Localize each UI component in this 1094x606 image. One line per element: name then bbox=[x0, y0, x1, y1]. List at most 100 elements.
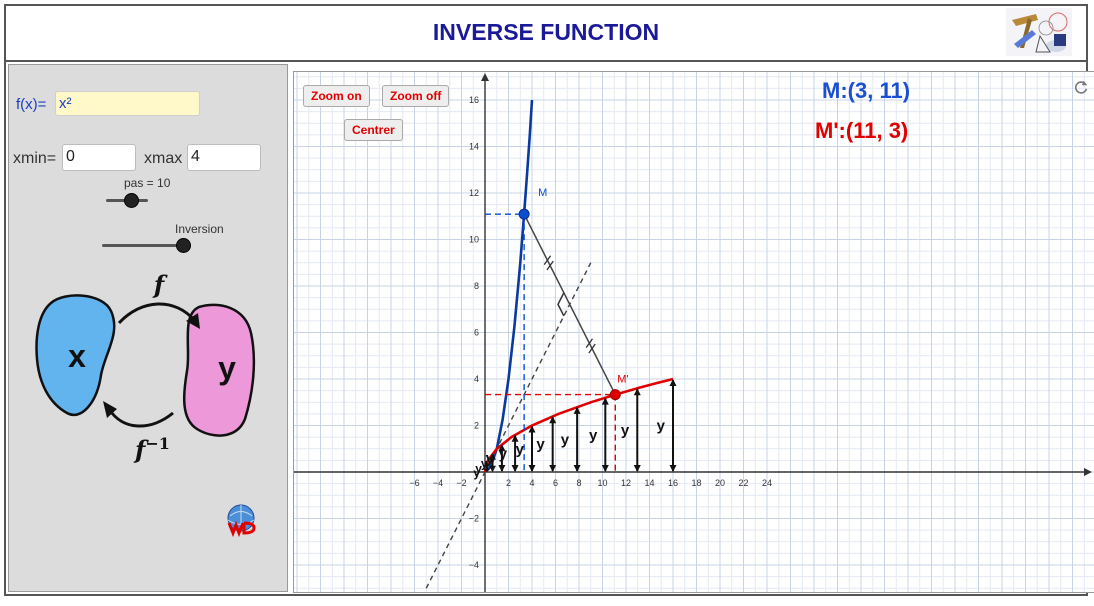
zoom-off-button[interactable]: Zoom off bbox=[382, 85, 450, 107]
y-arrow-label: y bbox=[589, 427, 598, 444]
y-tick-label: 10 bbox=[469, 235, 479, 245]
x-tick-label: 22 bbox=[738, 478, 748, 488]
inversion-slider-label: Inversion bbox=[175, 222, 224, 236]
domain-blob bbox=[35, 294, 116, 416]
equal-tick bbox=[588, 343, 596, 354]
y-arrow-label: y bbox=[621, 422, 630, 439]
plot-area[interactable]: −6 −4 −2 2 4 6 8 10 12 14 16 18 20 22 24−4−22468101214… bbox=[294, 72, 1094, 592]
x-tick-label: 4 bbox=[529, 478, 534, 488]
y-arrow-head-top bbox=[483, 462, 491, 466]
y-arrow-head-top bbox=[669, 379, 677, 386]
y-tick-label: −4 bbox=[469, 560, 479, 570]
y-arrow-head-bottom bbox=[549, 465, 557, 472]
coord-Mprime-text: M':(11, 3) bbox=[815, 118, 909, 143]
x-tick-label: 16 bbox=[668, 478, 678, 488]
zoom-on-button[interactable]: Zoom on bbox=[303, 85, 370, 107]
domain-label: x bbox=[68, 338, 86, 374]
x-tick-label: 10 bbox=[597, 478, 607, 488]
y-arrow-label: y bbox=[486, 450, 495, 467]
x-tick-label: 14 bbox=[644, 478, 654, 488]
page-title: INVERSE FUNCTION bbox=[432, 19, 660, 45]
y-arrow-head-top bbox=[549, 416, 557, 424]
y-arrow-head-bottom bbox=[573, 465, 581, 472]
y-arrow-label: y bbox=[473, 466, 480, 480]
x-tick-label: −4 bbox=[433, 478, 443, 488]
xmax-label: xmax bbox=[144, 150, 183, 167]
grid-major bbox=[294, 72, 1094, 592]
y-tick-label: 16 bbox=[469, 95, 479, 105]
y-arrow-label: y bbox=[657, 418, 666, 435]
y-arrow-head-top bbox=[498, 444, 506, 452]
y-arrow-head-bottom bbox=[601, 465, 609, 472]
y-arrow-head-top bbox=[633, 388, 641, 396]
y-tick-label: 4 bbox=[474, 374, 479, 384]
f-label: f bbox=[152, 270, 168, 299]
point-M bbox=[518, 208, 530, 220]
y-arrow-head-top bbox=[511, 434, 519, 442]
points: M M' bbox=[518, 187, 629, 401]
right-angle-marker bbox=[557, 292, 565, 317]
construction-lines bbox=[485, 213, 617, 472]
point-Mprime bbox=[609, 389, 621, 401]
x-tick-label: −6 bbox=[409, 478, 419, 488]
finv-arrow bbox=[107, 408, 174, 428]
y-tick-label: −2 bbox=[469, 514, 479, 524]
x-tick-label: 18 bbox=[691, 478, 701, 488]
xmin-input[interactable]: 0 bbox=[62, 144, 136, 171]
centrer-button[interactable]: Centrer bbox=[344, 119, 403, 141]
xmax-input[interactable]: 4 bbox=[187, 144, 261, 171]
header-bar: INVERSE FUNCTION bbox=[6, 6, 1086, 62]
bisector-line bbox=[425, 262, 592, 589]
tick-labels: −6 −4 −2 2 4 6 8 10 12 14 16 18 20 22 24−4−22468101214… bbox=[409, 95, 772, 570]
y-axis-arrowhead bbox=[481, 73, 489, 81]
y-arrow-head-bottom bbox=[669, 465, 677, 472]
y-tick-label: 2 bbox=[474, 421, 479, 431]
y-arrow-head-bottom bbox=[633, 465, 641, 472]
x-tick-label: 8 bbox=[576, 478, 581, 488]
y-tick-label: 12 bbox=[469, 188, 479, 198]
function-curve bbox=[484, 99, 534, 473]
equal-tick bbox=[543, 255, 552, 266]
inverse-curve bbox=[483, 377, 674, 473]
curves bbox=[425, 99, 674, 589]
mapping-diagram: x y f f−1 bbox=[35, 270, 256, 464]
y-tick-label: 14 bbox=[469, 142, 479, 152]
codomain-label: y bbox=[218, 350, 236, 386]
fx-input[interactable]: x² bbox=[55, 91, 200, 116]
point-M-label: M bbox=[538, 187, 547, 199]
axes bbox=[294, 73, 1092, 592]
xmin-label: xmin= bbox=[13, 150, 57, 167]
y-arrow-head-top bbox=[601, 397, 609, 405]
y-arrow-head-bottom bbox=[528, 465, 536, 472]
y-arrow-head-bottom bbox=[511, 465, 519, 472]
y-tick-label: 8 bbox=[474, 281, 479, 291]
x-tick-label: −2 bbox=[456, 478, 466, 488]
applet-frame: INVERSE FUNCTION f(x)= x² xmin= 0 xmax 4… bbox=[4, 4, 1094, 596]
inversion-slider-knob[interactable] bbox=[176, 238, 191, 253]
refresh-icon[interactable] bbox=[1072, 78, 1090, 96]
fx-label: f(x)= bbox=[16, 96, 47, 113]
control-panel: f(x)= x² xmin= 0 xmax 4 pas = 10 Inversi… bbox=[8, 64, 288, 592]
globe-md-badge-icon bbox=[227, 504, 256, 537]
geometry-tools-icon bbox=[1006, 8, 1072, 56]
y-arrow-label: y bbox=[536, 436, 545, 453]
y-arrow-label: y bbox=[499, 445, 508, 462]
equal-tick bbox=[585, 338, 594, 349]
pas-slider-knob[interactable] bbox=[124, 193, 139, 208]
y-arrow-head-bottom bbox=[489, 465, 497, 472]
x-tick-label: 6 bbox=[553, 478, 558, 488]
x-tick-label: 20 bbox=[715, 478, 725, 488]
x-axis-arrowhead bbox=[1084, 468, 1092, 476]
y-arrow-head-bottom bbox=[498, 465, 506, 472]
y-arrow-head-bottom bbox=[483, 468, 491, 472]
graphics-view[interactable]: −6 −4 −2 2 4 6 8 10 12 14 16 18 20 22 24 −4 −2 2 4 6 8 10 12 14… bbox=[293, 71, 1094, 593]
y-arrow-label: y bbox=[516, 441, 525, 458]
y-arrow-head-top bbox=[573, 406, 581, 414]
equal-tick bbox=[546, 260, 554, 271]
inversion-slider-track[interactable] bbox=[102, 244, 188, 247]
y-arrow-head-top bbox=[489, 453, 497, 460]
x-tick-label: 24 bbox=[762, 478, 772, 488]
f-arrow bbox=[117, 302, 197, 325]
coord-M-text: M:(3, 11) bbox=[822, 78, 911, 103]
x-tick-label: 12 bbox=[621, 478, 631, 488]
